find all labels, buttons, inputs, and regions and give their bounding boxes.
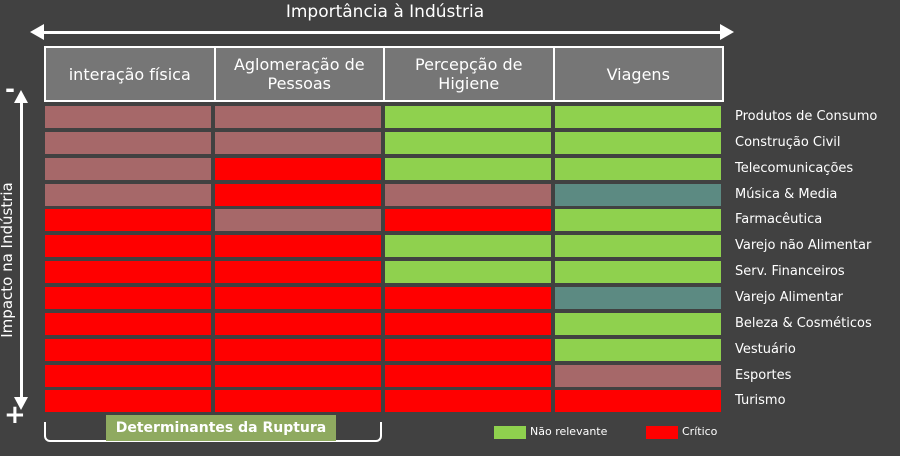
rating-cell <box>215 235 381 257</box>
industry-label: Varejo não Alimentar <box>735 238 872 253</box>
rating-cell <box>45 313 211 335</box>
rating-cell <box>215 390 381 412</box>
legend-label-not-relevant: Não relevante <box>530 425 608 438</box>
rating-cell <box>385 261 551 283</box>
column-header-physical-interaction: interação física <box>46 48 216 100</box>
column-header-row: interação física Aglomeração de Pessoas … <box>44 46 724 102</box>
impact-double-arrow <box>14 90 28 410</box>
industry-row: Música & Media <box>45 184 895 206</box>
rating-cell <box>45 132 211 154</box>
rating-cell <box>215 132 381 154</box>
legend-swatch-not-relevant <box>494 426 526 439</box>
disruption-bracket <box>44 422 382 442</box>
rating-cell <box>215 287 381 309</box>
rating-cell <box>45 365 211 387</box>
rating-cell <box>555 287 721 309</box>
rating-cell <box>215 158 381 180</box>
industry-label: Construção Civil <box>735 135 841 150</box>
impact-axis-label: Impacto na Indústria <box>0 182 16 338</box>
low-impact-sign: - <box>5 75 15 103</box>
industry-label: Farmacêutica <box>735 212 823 227</box>
rating-cell <box>385 158 551 180</box>
column-header-travel: Viagens <box>554 48 722 100</box>
rating-cell <box>555 313 721 335</box>
industry-label: Serv. Financeiros <box>735 264 845 279</box>
rating-cell <box>385 209 551 231</box>
rating-cell <box>215 261 381 283</box>
industry-label: Música & Media <box>735 187 838 202</box>
rating-cell <box>385 390 551 412</box>
rating-cell <box>385 313 551 335</box>
rating-cell <box>385 287 551 309</box>
column-header-crowding: Aglomeração de Pessoas <box>215 48 385 100</box>
rating-cell <box>555 390 721 412</box>
rating-cell <box>45 209 211 231</box>
industry-row: Varejo Alimentar <box>45 287 895 309</box>
industry-label: Varejo Alimentar <box>735 290 844 305</box>
rating-cell <box>215 339 381 361</box>
rating-cell <box>555 158 721 180</box>
industry-label: Produtos de Consumo <box>735 109 878 124</box>
rating-cell <box>45 235 211 257</box>
rating-cell <box>385 339 551 361</box>
importance-title: Importância à Indústria <box>285 2 485 22</box>
rating-cell <box>45 158 211 180</box>
industry-row: Beleza & Cosméticos <box>45 313 895 335</box>
rating-cell <box>385 365 551 387</box>
high-impact-sign: + <box>4 400 26 430</box>
industry-row: Construção Civil <box>45 132 895 154</box>
legend-swatch-critical <box>646 426 678 439</box>
rating-cell <box>555 261 721 283</box>
industry-label: Esportes <box>735 368 792 383</box>
industry-row: Telecomunicações <box>45 158 895 180</box>
rating-cell <box>45 287 211 309</box>
importance-double-arrow <box>30 24 734 40</box>
industry-label: Telecomunicações <box>735 161 854 176</box>
industry-label: Turismo <box>735 393 786 408</box>
rating-cell <box>215 209 381 231</box>
rating-cell <box>215 106 381 128</box>
rating-cell <box>555 339 721 361</box>
industry-row: Produtos de Consumo <box>45 106 895 128</box>
rating-cell <box>45 184 211 206</box>
rating-cell <box>555 184 721 206</box>
industry-row: Farmacêutica <box>45 209 895 231</box>
industry-row: Vestuário <box>45 339 895 361</box>
rating-cell <box>385 184 551 206</box>
rating-cell <box>45 339 211 361</box>
rating-cell <box>45 390 211 412</box>
industry-row: Varejo não Alimentar <box>45 235 895 257</box>
rating-cell <box>555 209 721 231</box>
rating-cell <box>45 106 211 128</box>
rating-cell <box>385 235 551 257</box>
industry-row: Esportes <box>45 365 895 387</box>
rating-cell <box>385 106 551 128</box>
column-header-hygiene-perception: Percepção de Higiene <box>385 48 555 100</box>
rating-cell <box>45 261 211 283</box>
industry-label: Beleza & Cosméticos <box>735 316 872 331</box>
industry-label: Vestuário <box>735 342 796 357</box>
disruption-drivers-label: Determinantes da Ruptura <box>106 415 336 441</box>
rating-cell <box>215 365 381 387</box>
rating-cell <box>555 365 721 387</box>
rating-cell <box>215 313 381 335</box>
industry-row: Serv. Financeiros <box>45 261 895 283</box>
legend-label-critical: Crítico <box>682 425 718 438</box>
industry-row: Turismo <box>45 390 895 412</box>
rating-cell <box>385 132 551 154</box>
rating-cell <box>555 235 721 257</box>
rating-cell <box>555 132 721 154</box>
rating-cell <box>215 184 381 206</box>
rating-cell <box>555 106 721 128</box>
